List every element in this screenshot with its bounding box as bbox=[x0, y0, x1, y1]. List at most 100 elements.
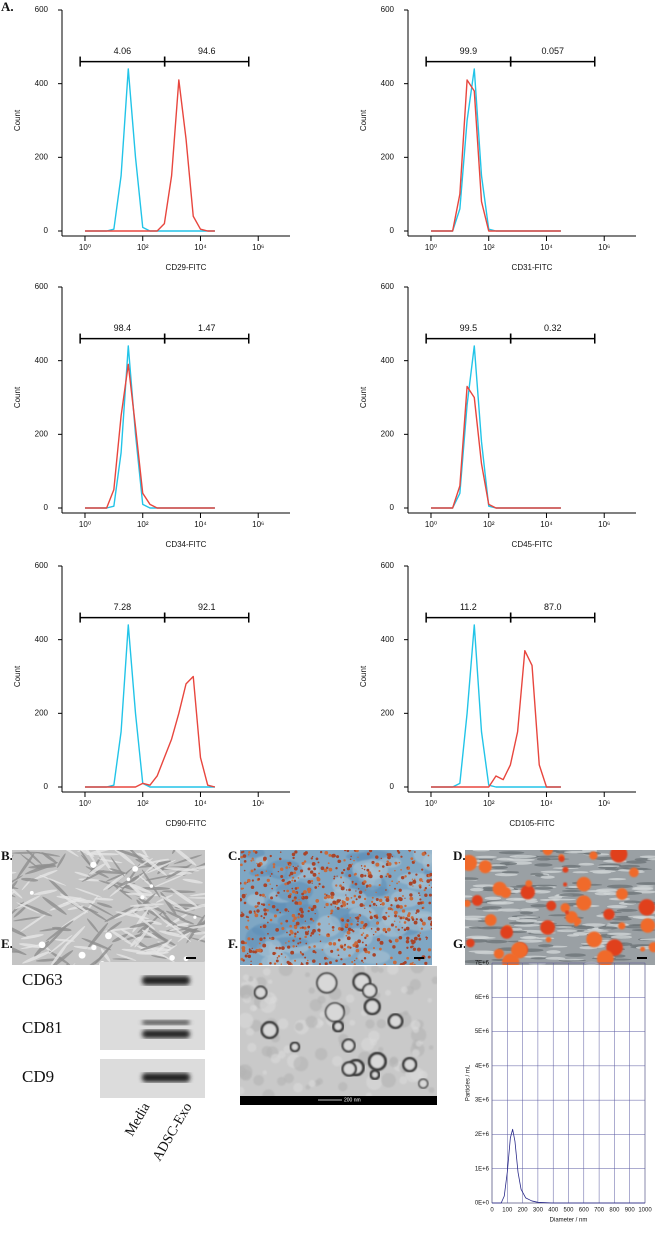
texture bbox=[376, 1019, 387, 1029]
cell bbox=[160, 895, 187, 912]
droplet bbox=[284, 956, 287, 958]
droplet bbox=[281, 926, 285, 931]
cell bbox=[517, 939, 543, 943]
cell bbox=[141, 814, 158, 831]
droplet bbox=[406, 936, 410, 941]
droplet bbox=[371, 900, 374, 903]
cell bbox=[120, 928, 137, 939]
y-axis-label: Count bbox=[13, 386, 22, 408]
droplet bbox=[297, 901, 302, 906]
droplet bbox=[263, 883, 268, 888]
droplet bbox=[323, 956, 327, 960]
texture bbox=[378, 967, 384, 973]
droplet bbox=[368, 850, 373, 853]
droplet bbox=[357, 856, 359, 858]
droplet bbox=[240, 887, 243, 890]
droplet bbox=[276, 908, 279, 912]
droplet bbox=[355, 850, 359, 853]
droplet bbox=[427, 955, 431, 959]
droplet bbox=[361, 941, 364, 944]
droplet bbox=[386, 896, 390, 899]
droplet bbox=[254, 905, 257, 908]
x-tick-label: 10⁰ bbox=[425, 799, 437, 808]
nodule bbox=[560, 903, 570, 913]
droplet bbox=[407, 912, 411, 915]
cell bbox=[465, 915, 487, 918]
droplet bbox=[293, 898, 296, 902]
droplet bbox=[308, 906, 311, 909]
cell bbox=[520, 908, 540, 912]
droplet bbox=[430, 922, 432, 927]
cell bbox=[97, 858, 123, 864]
nodule bbox=[500, 925, 514, 939]
nodule bbox=[465, 899, 471, 908]
texture bbox=[314, 1047, 328, 1061]
droplet bbox=[247, 916, 250, 919]
droplet bbox=[292, 945, 295, 948]
droplet bbox=[418, 958, 421, 961]
droplet bbox=[269, 918, 273, 922]
texture bbox=[270, 996, 278, 1004]
droplet bbox=[314, 912, 316, 915]
droplet bbox=[317, 922, 321, 926]
cell bbox=[616, 867, 630, 869]
cell bbox=[556, 929, 578, 933]
droplet bbox=[337, 938, 341, 942]
cell bbox=[171, 922, 190, 928]
cell bbox=[91, 870, 124, 874]
nodule bbox=[563, 882, 568, 887]
droplet bbox=[297, 877, 300, 879]
cell bbox=[33, 889, 58, 896]
cell bbox=[179, 918, 195, 925]
cell bbox=[558, 958, 585, 961]
droplet bbox=[351, 900, 355, 904]
droplet bbox=[257, 905, 259, 907]
droplet bbox=[412, 885, 414, 887]
droplet bbox=[243, 860, 247, 863]
droplet bbox=[423, 889, 426, 892]
texture bbox=[240, 1012, 254, 1029]
droplet bbox=[430, 886, 432, 889]
series-line bbox=[430, 624, 561, 788]
droplet bbox=[289, 929, 293, 933]
droplet bbox=[277, 891, 280, 894]
cell bbox=[141, 869, 161, 898]
droplet bbox=[271, 904, 276, 909]
y-axis-label: Particles / mL bbox=[466, 1064, 472, 1101]
nodule bbox=[589, 851, 598, 860]
droplet bbox=[354, 941, 359, 946]
scale-label: 200 nm bbox=[344, 1097, 361, 1103]
droplet bbox=[294, 901, 298, 905]
droplet bbox=[402, 895, 404, 897]
cell bbox=[136, 899, 150, 915]
droplet bbox=[372, 934, 375, 936]
droplet bbox=[270, 873, 273, 875]
cell bbox=[154, 787, 172, 805]
texture bbox=[240, 985, 253, 999]
droplet bbox=[327, 862, 330, 865]
series-line bbox=[84, 345, 215, 509]
x-tick-label: 10⁶ bbox=[598, 799, 610, 808]
cell bbox=[48, 823, 73, 848]
droplet bbox=[383, 963, 387, 965]
droplet bbox=[328, 941, 333, 946]
droplet bbox=[315, 857, 319, 861]
cell bbox=[105, 766, 122, 785]
droplet bbox=[336, 875, 338, 877]
droplet bbox=[242, 959, 245, 962]
gate-label: 11.2 bbox=[460, 602, 477, 612]
droplet bbox=[381, 902, 385, 906]
droplet bbox=[356, 923, 359, 926]
y-axis-label: Count bbox=[359, 665, 368, 687]
x-tick-label: 10² bbox=[137, 799, 149, 808]
droplet bbox=[413, 963, 416, 965]
cell bbox=[548, 914, 570, 917]
droplet bbox=[247, 928, 249, 930]
droplet bbox=[251, 879, 254, 882]
droplet bbox=[260, 903, 263, 906]
droplet bbox=[297, 912, 301, 916]
series-line bbox=[430, 79, 561, 232]
droplet bbox=[328, 961, 332, 965]
droplet bbox=[417, 947, 421, 952]
